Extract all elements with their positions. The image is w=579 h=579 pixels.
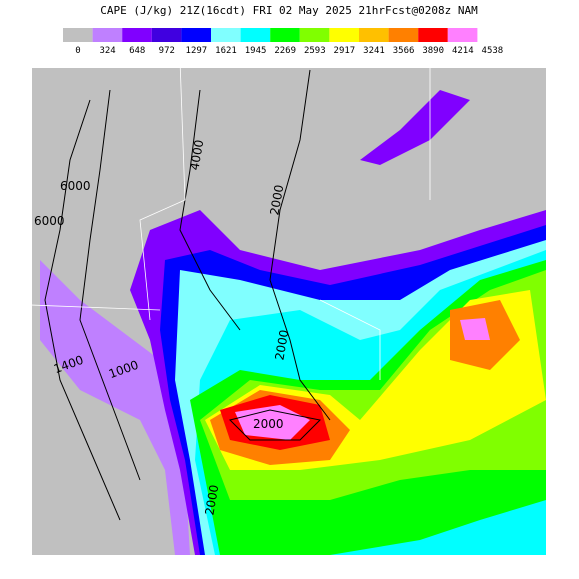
legend-swatch [63,28,93,42]
legend-swatch [299,28,330,42]
legend-swatch [92,28,123,42]
contour-label: 2000 [202,484,221,517]
legend-swatch [447,28,478,42]
legend-label: 648 [129,46,145,56]
legend-swatch [240,28,271,42]
legend-label: 3566 [393,46,415,56]
legend-label: 1621 [215,46,237,56]
legend-swatch [329,28,359,42]
legend-label: 4538 [482,46,504,56]
contour-label: 4000 [187,139,206,172]
legend-label: 2917 [334,46,356,56]
legend-label: 2593 [304,46,326,56]
legend-label: 324 [99,46,115,56]
legend-swatch [418,28,448,42]
map: 6000 6000 4000 2000 2000 2000 1400 1000 … [32,68,546,555]
contour-label: 2000 [267,184,286,217]
legend-label: 2269 [274,46,296,56]
contour-label: 6000 [34,214,65,228]
legend-swatch [181,28,211,42]
legend-label: 1945 [245,46,267,56]
title: CAPE (J/kg) 21Z(16cdt) FRI 02 May 2025 2… [100,4,478,17]
legend-swatch [388,28,419,42]
legend-label: 1297 [186,46,208,56]
contour-label: 2000 [253,417,284,431]
legend-swatch [151,28,182,42]
legend-label: 0 [75,46,80,56]
legend-label: 972 [159,46,175,56]
legend-label: 3241 [363,46,385,56]
legend-label: 3890 [422,46,444,56]
contour-label: 6000 [60,179,91,193]
legend-label: 4214 [452,46,474,56]
legend-swatch [211,28,241,42]
legend-swatch [270,28,300,42]
legend-swatch [122,28,152,42]
legend-swatch [359,28,389,42]
contour-label: 2000 [272,329,291,362]
legend: 0 324 648 972 1297 1621 1945 2269 2593 2917 3241 35… [63,28,503,56]
